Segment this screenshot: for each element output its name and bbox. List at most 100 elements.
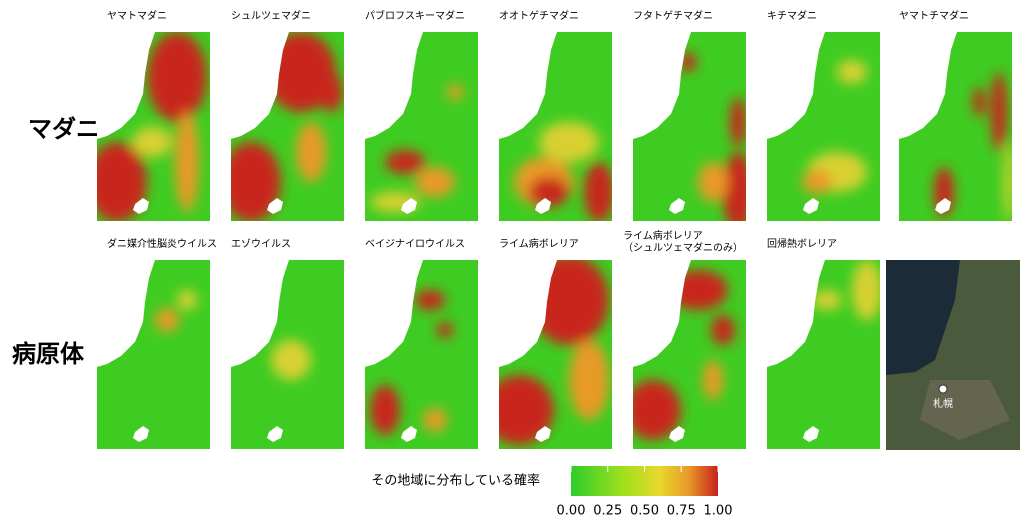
panel-title: エゾウイルス bbox=[231, 238, 291, 250]
heat bbox=[370, 84, 463, 212]
map-panel bbox=[365, 260, 478, 449]
panel-title: ダニ媒介性脳炎ウイルス bbox=[107, 237, 217, 250]
map-body bbox=[97, 32, 210, 221]
sapporo bbox=[401, 198, 417, 214]
colorbar-tick-label: 0.50 bbox=[630, 504, 659, 519]
heat bbox=[155, 290, 197, 332]
heat-blob bbox=[1004, 142, 1012, 221]
heat-blob bbox=[698, 162, 728, 202]
panel-title: 回帰熱ボレリア bbox=[767, 237, 837, 250]
map-panel bbox=[231, 32, 344, 221]
heat-blob bbox=[703, 360, 723, 400]
sapporo bbox=[401, 426, 417, 442]
map-panel bbox=[499, 260, 612, 449]
heat-blob bbox=[837, 60, 867, 84]
heat-blob bbox=[266, 32, 336, 112]
map-body bbox=[499, 32, 612, 221]
heat-blob bbox=[415, 290, 445, 310]
heat-blob bbox=[370, 385, 400, 435]
map-panel bbox=[767, 32, 880, 221]
map-body bbox=[231, 32, 344, 221]
panel-title: フタトゲチマダニ bbox=[633, 9, 713, 22]
heat-blob bbox=[155, 308, 179, 332]
colorbar-tick-label: 0.25 bbox=[593, 504, 622, 519]
panel-title: ヤマトマダニ bbox=[107, 9, 167, 22]
map-body bbox=[767, 32, 880, 221]
sapporo bbox=[535, 198, 551, 214]
heat-blob bbox=[231, 142, 281, 221]
heat-blob bbox=[319, 72, 343, 112]
panel-title: （シュルツェマダニのみ） bbox=[623, 241, 743, 254]
panel-title: ライム病ボレリア bbox=[623, 229, 703, 242]
map-body bbox=[499, 260, 612, 449]
map-panel bbox=[231, 260, 344, 449]
panel-title: ベイジナイロウイルス bbox=[365, 238, 465, 250]
colorbar-tick-label: 0.75 bbox=[667, 504, 696, 519]
heat-blob bbox=[385, 150, 425, 174]
sea bbox=[499, 260, 557, 367]
colorbar-tick-label: 0.00 bbox=[557, 504, 586, 519]
heat-blob bbox=[175, 112, 199, 212]
heat-blob bbox=[97, 142, 147, 221]
map-panel bbox=[97, 32, 210, 221]
row-label: 病原体 bbox=[12, 340, 85, 368]
heat bbox=[271, 340, 311, 380]
heat-blob bbox=[415, 167, 455, 197]
heat-blob bbox=[147, 32, 207, 122]
sea bbox=[365, 32, 423, 139]
heat bbox=[802, 60, 867, 194]
heat-blob bbox=[812, 290, 842, 310]
heat-blob bbox=[296, 122, 326, 182]
map-body bbox=[97, 260, 210, 449]
heat-blob bbox=[132, 127, 172, 157]
panel-title: オオトゲチマダニ bbox=[499, 9, 579, 22]
map-body bbox=[899, 32, 1012, 221]
panel-title: パブロフスキーマダニ bbox=[365, 9, 465, 22]
heat-blob bbox=[539, 122, 599, 162]
heat-blob bbox=[730, 97, 746, 147]
map-panel bbox=[97, 260, 210, 449]
sea bbox=[633, 260, 691, 367]
sapporo bbox=[267, 426, 283, 442]
panel-title: キチマダニ bbox=[767, 9, 817, 22]
heat-blob bbox=[499, 375, 554, 445]
sea bbox=[767, 260, 825, 367]
sea bbox=[231, 260, 289, 367]
sea bbox=[499, 32, 557, 139]
colorbar-tick-label: 1.00 bbox=[704, 504, 733, 519]
sapporo bbox=[803, 426, 819, 442]
heat-blob bbox=[423, 408, 447, 432]
heat-blob bbox=[177, 290, 197, 310]
heat-blob bbox=[447, 84, 463, 100]
heat bbox=[370, 290, 453, 435]
map-panel bbox=[767, 260, 880, 449]
sea bbox=[767, 32, 825, 139]
sapporo bbox=[133, 426, 149, 442]
map-body bbox=[365, 32, 478, 221]
sea bbox=[899, 32, 957, 139]
heat-blob bbox=[723, 152, 746, 221]
sea bbox=[231, 32, 289, 139]
map-body bbox=[365, 260, 478, 449]
map-body bbox=[767, 260, 880, 449]
sapporo bbox=[669, 426, 685, 442]
map-body bbox=[633, 32, 746, 221]
heat-blob bbox=[584, 162, 612, 221]
sapporo bbox=[669, 198, 685, 214]
panel-title: シュルツェマダニ bbox=[231, 9, 311, 22]
heat-blob bbox=[633, 380, 681, 440]
heat-blob bbox=[852, 260, 880, 320]
panel-title: ライム病ボレリア bbox=[499, 237, 579, 250]
heat-blob bbox=[529, 177, 569, 207]
heat-blob bbox=[711, 315, 735, 345]
sapporo bbox=[267, 198, 283, 214]
sapporo bbox=[535, 426, 551, 442]
sapporo bbox=[133, 198, 149, 214]
row-label: マダニ bbox=[28, 115, 100, 143]
heat-blob bbox=[680, 52, 696, 72]
map-panel bbox=[499, 32, 612, 221]
heat-blob bbox=[271, 340, 311, 380]
heat-blob bbox=[991, 72, 1007, 152]
map-panel bbox=[365, 32, 478, 221]
